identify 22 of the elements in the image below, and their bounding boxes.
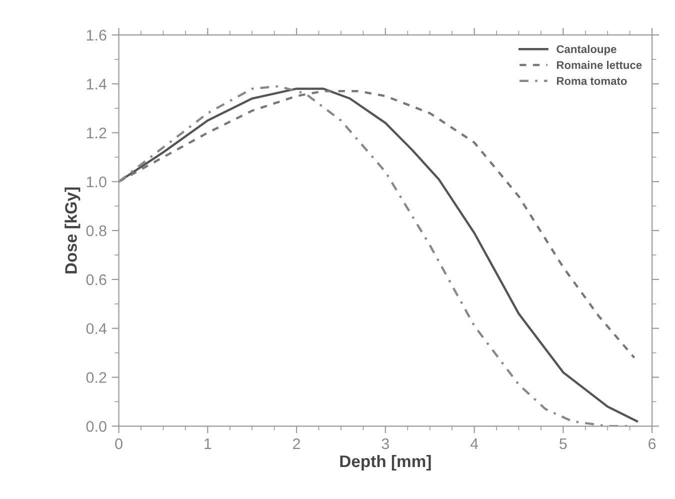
y-tick-label: 1.6	[86, 30, 106, 41]
x-tick-label: 1	[204, 438, 212, 450]
x-tick-label: 3	[382, 438, 389, 450]
y-tick-label: 0.8	[86, 225, 106, 236]
y-tick-label: 0.6	[86, 274, 106, 286]
y-tick-label: 1.2	[86, 128, 106, 138]
x-tick-label: 2	[293, 438, 300, 450]
line-series	[118, 90, 636, 359]
x-tick-label: 4	[470, 438, 478, 450]
y-tick-label: 0.2	[86, 372, 106, 383]
y-tick-label: 1.4	[86, 78, 107, 90]
y-tick-label: 1.0	[86, 176, 106, 188]
legend-label: Roma tomato	[556, 77, 627, 85]
legend-label: Cantaloupe	[556, 44, 616, 56]
legend-label: Romaine lettuce	[556, 60, 642, 70]
y-tick-label: 0.4	[86, 323, 107, 334]
y-tick-label: 0.0	[86, 421, 106, 432]
y-axis-title: Dose [kGy]	[64, 187, 80, 274]
x-tick-label: 6	[648, 438, 656, 450]
x-tick-label: 5	[560, 438, 567, 450]
x-tick-label: 0	[115, 438, 122, 450]
x-axis-title: Depth [mm]	[340, 454, 431, 471]
